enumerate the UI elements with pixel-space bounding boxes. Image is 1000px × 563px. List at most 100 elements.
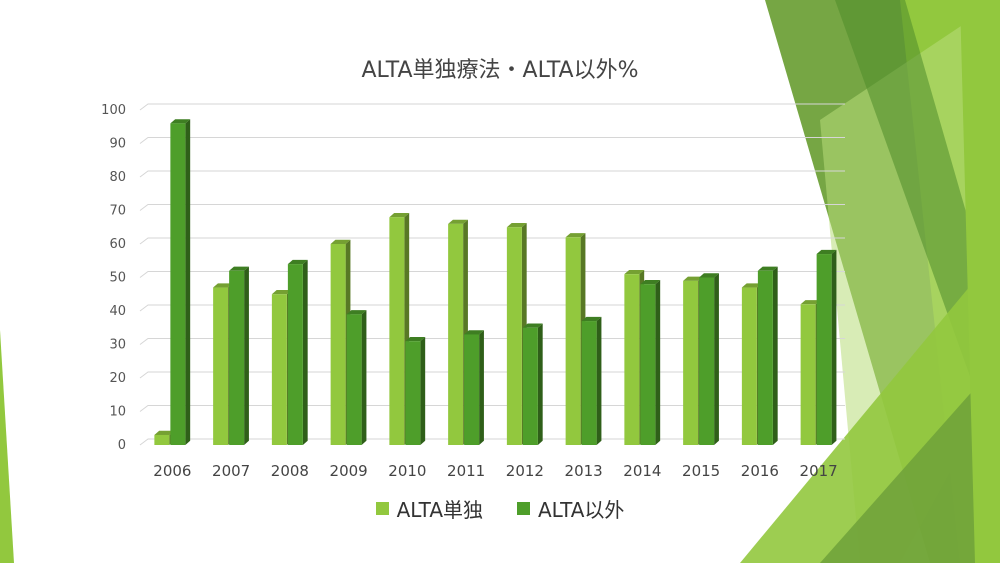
bar-ALTA以外-2009 xyxy=(346,310,367,445)
bar-top xyxy=(271,290,292,295)
gridlines xyxy=(139,103,845,446)
bar-front xyxy=(271,294,287,445)
x-tick-label: 2016 xyxy=(741,462,779,480)
bar-top xyxy=(170,119,191,124)
bar-top xyxy=(154,430,175,435)
y-tick-label: 50 xyxy=(109,271,126,286)
x-tick-label: 2007 xyxy=(212,462,250,480)
bar-ALTA以外-2013 xyxy=(581,316,602,445)
legend-swatch-alta-alone xyxy=(375,502,389,515)
bar-side xyxy=(185,119,191,445)
x-tick-label: 2012 xyxy=(506,462,544,480)
bar-front xyxy=(565,237,581,445)
bar-side xyxy=(244,266,249,445)
x-tick-label: 2011 xyxy=(447,462,485,480)
bar-top xyxy=(213,283,233,288)
bar-ALTA以外-2010 xyxy=(405,336,426,445)
bar-front xyxy=(213,287,229,445)
bar-front xyxy=(330,244,346,445)
gridline xyxy=(139,103,845,111)
bar-top xyxy=(229,266,249,271)
x-axis: 2006 2007 2008 2009 2010 2011 2012 2013 2014 2015… xyxy=(153,462,837,480)
x-tick-label: 2017 xyxy=(800,462,838,480)
bar-top xyxy=(640,280,661,285)
bar-front xyxy=(683,280,699,445)
bar-front xyxy=(154,434,170,445)
legend-item-alta-alone: ALTA単独 xyxy=(375,494,483,523)
x-tick-label: 2006 xyxy=(153,462,191,480)
bar-front xyxy=(741,287,757,445)
bar-side xyxy=(596,316,602,445)
bar-top xyxy=(624,269,645,275)
bar-top xyxy=(389,213,410,218)
gridline xyxy=(139,237,845,245)
y-tick-label: 0 xyxy=(118,438,126,453)
x-tick-label: 2009 xyxy=(330,462,368,480)
decor-shape-7 xyxy=(0,330,14,563)
y-tick-label: 90 xyxy=(109,137,126,152)
bar-top xyxy=(448,219,468,224)
y-tick-label: 30 xyxy=(109,338,126,353)
decor-shape-5 xyxy=(820,360,1000,563)
bar-ALTA以外-2017 xyxy=(816,249,837,445)
bar-front xyxy=(757,270,773,445)
bar-top xyxy=(683,276,703,281)
bar-ALTA以外-2014 xyxy=(640,280,661,445)
y-tick-label: 80 xyxy=(109,170,126,185)
bar-top xyxy=(800,300,821,305)
bar-front xyxy=(699,277,715,445)
bar-front xyxy=(800,304,816,445)
bar-top xyxy=(506,223,527,228)
bar-front xyxy=(464,334,480,445)
chart-title: ALTA単独療法・ALTA以外% xyxy=(361,58,639,83)
y-axis: 0 10 20 30 40 50 60 70 80 90 100 xyxy=(101,103,126,453)
gridline xyxy=(139,271,845,278)
gridline xyxy=(139,338,845,345)
bar-side xyxy=(420,336,426,445)
x-tick-label: 2008 xyxy=(271,462,309,480)
y-tick-label: 20 xyxy=(109,371,126,386)
x-tick-label: 2015 xyxy=(682,462,720,480)
legend-swatch-non-alta xyxy=(517,502,530,515)
y-tick-label: 60 xyxy=(109,237,126,252)
y-tick-label: 40 xyxy=(109,304,126,319)
legend: ALTA単独 ALTA以外 xyxy=(0,494,1000,523)
bar-top xyxy=(757,266,778,271)
legend-label-alta-alone: ALTA単独 xyxy=(396,498,483,522)
bar-front xyxy=(346,314,362,445)
bar-top xyxy=(522,323,543,328)
bar-top xyxy=(464,330,484,335)
gridline xyxy=(139,137,845,144)
bar-ALTA以外-2006 xyxy=(170,119,191,446)
bar-front xyxy=(229,270,245,445)
bar-side xyxy=(714,273,719,445)
bar-side xyxy=(479,330,484,445)
y-tick-label: 100 xyxy=(101,103,126,118)
x-tick-label: 2014 xyxy=(623,462,661,480)
bar-ALTA以外-2011 xyxy=(464,330,484,445)
gridline xyxy=(139,170,845,178)
bar-top xyxy=(330,239,351,244)
bar-top xyxy=(581,316,602,322)
bar-front xyxy=(405,341,421,445)
bar-side xyxy=(302,259,308,445)
bar-side xyxy=(831,249,837,445)
bar-front xyxy=(506,227,522,445)
bar-top xyxy=(699,273,719,278)
bar-side xyxy=(361,310,367,445)
bar-top xyxy=(287,259,308,265)
bar-front xyxy=(522,327,538,445)
bar-front xyxy=(816,254,832,445)
gridline xyxy=(139,371,845,379)
bar-ALTA以外-2007 xyxy=(229,266,249,445)
gridline xyxy=(139,438,845,446)
bar-front xyxy=(640,284,656,445)
legend-item-non-alta: ALTA以外 xyxy=(517,494,624,523)
bar-front xyxy=(448,223,464,445)
bar-top xyxy=(741,283,762,288)
bar-ALTA以外-2015 xyxy=(699,273,719,445)
gridline xyxy=(139,304,845,312)
decor-shape-6 xyxy=(960,0,1000,563)
